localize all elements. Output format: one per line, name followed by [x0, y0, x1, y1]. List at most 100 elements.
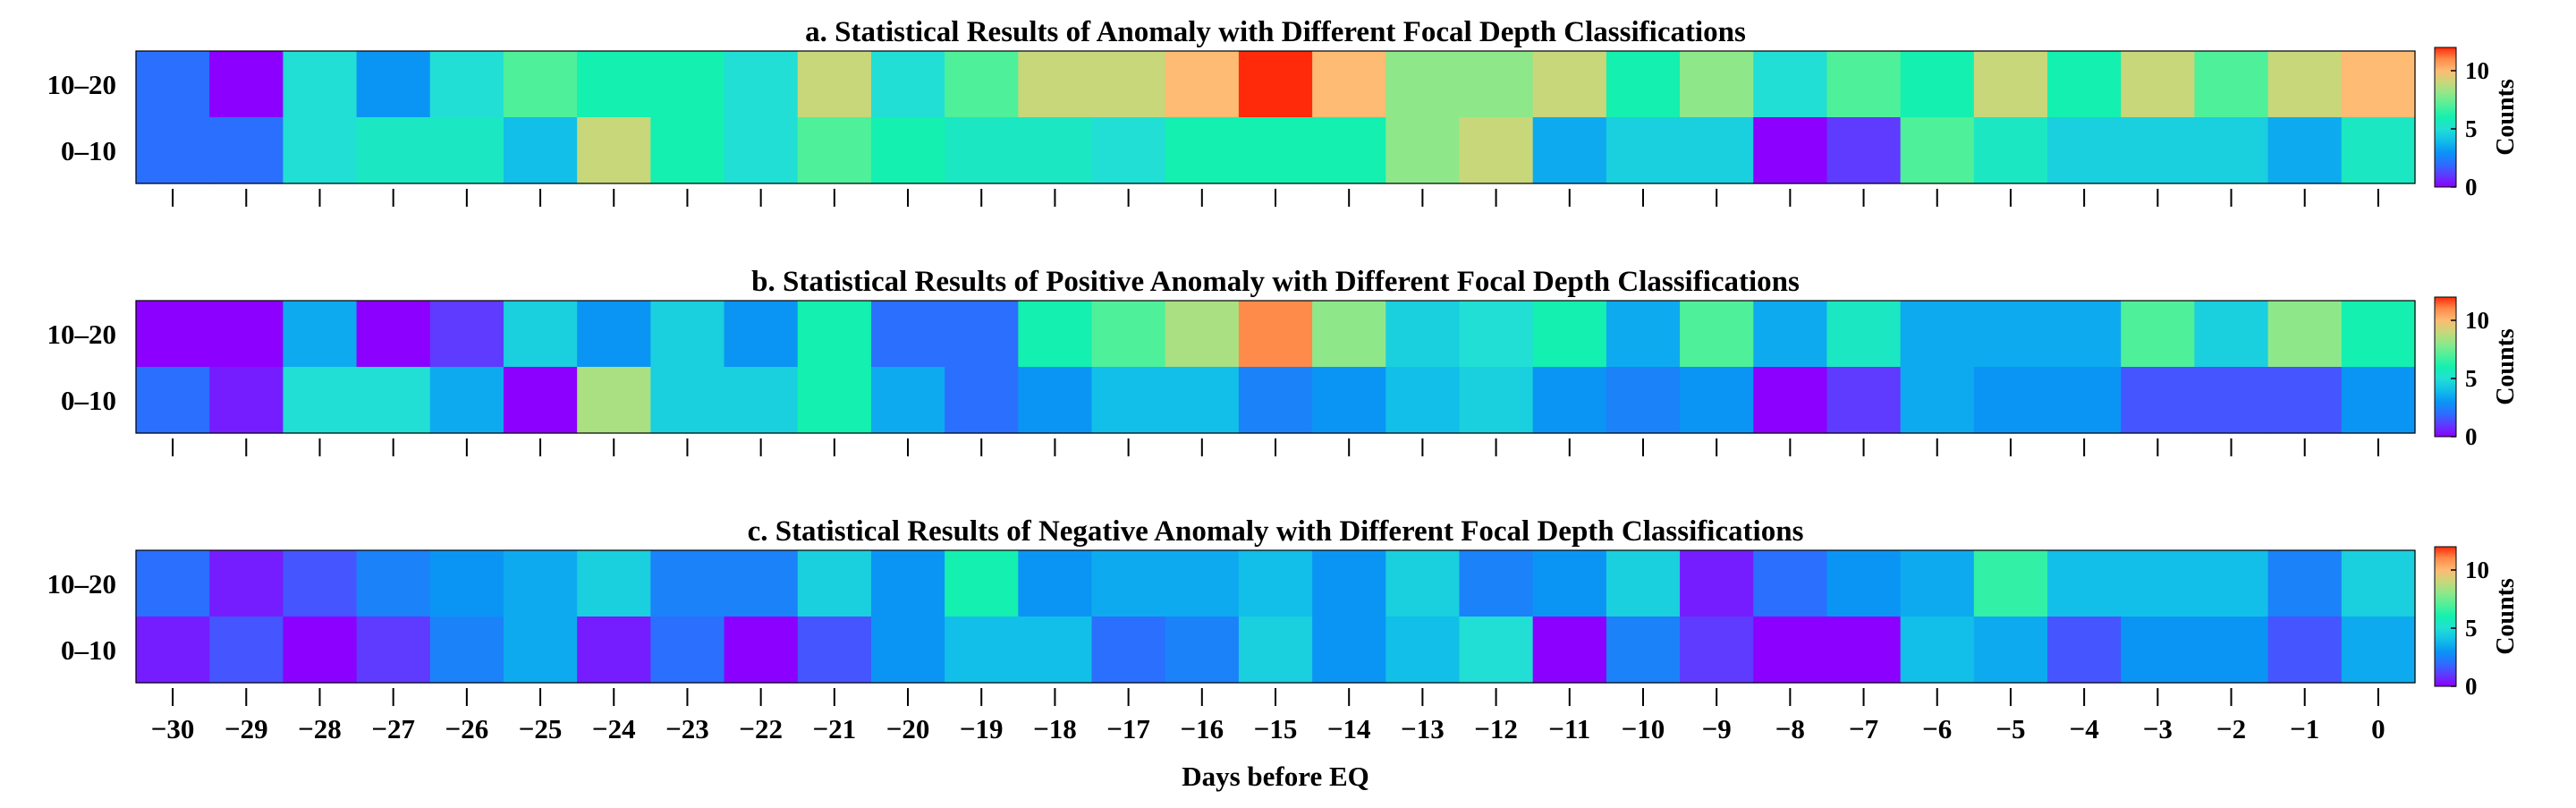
heatmap-cell [1826, 617, 1902, 684]
plot-frame [135, 549, 2416, 684]
heatmap-cell [1385, 617, 1461, 684]
colorbar-tick-label: 10 [2465, 557, 2489, 583]
x-tick-label: −16 [1180, 713, 1224, 744]
heatmap-cell [356, 117, 431, 184]
panel-title: a. Statistical Results of Anomaly with D… [805, 16, 1746, 48]
colorbar-tick-label: 5 [2465, 615, 2478, 642]
heatmap-cell [1680, 301, 1754, 368]
heatmap-cell [1973, 51, 2048, 118]
heatmap-cell [2047, 617, 2122, 684]
heatmap-cell [945, 617, 1019, 684]
heatmap-cell [945, 301, 1019, 368]
row-label: 0–10 [61, 385, 116, 416]
x-tick-label: −28 [298, 713, 342, 744]
heatmap-cell [1091, 617, 1166, 684]
colorbar-label: Counts [2492, 328, 2520, 405]
heatmap-cell [1312, 617, 1386, 684]
heatmap-cell [2267, 617, 2343, 684]
x-tick-label: −18 [1033, 713, 1077, 744]
x-tick-label: −10 [1622, 713, 1665, 744]
heatmap-cell [1532, 51, 1607, 118]
heatmap-cell [503, 301, 578, 368]
heatmap-cell [797, 367, 872, 434]
x-tick-label: −11 [1548, 713, 1590, 744]
heatmap-cell [2047, 117, 2122, 184]
x-tick-label: −30 [151, 713, 195, 744]
heatmap-cell [356, 301, 431, 368]
heatmap-cell [1973, 117, 2048, 184]
x-tick-label: −24 [592, 713, 636, 744]
heatmap-cell [577, 367, 651, 434]
heatmap-cell [429, 367, 504, 434]
heatmap-cell [136, 367, 210, 434]
colorbar-tick-label: 5 [2465, 115, 2478, 142]
heatmap-cell [1165, 367, 1240, 434]
heatmap-cell [209, 550, 284, 617]
heatmap-cell [1680, 550, 1754, 617]
heatmap-cell [1826, 117, 1902, 184]
heatmap-cell [1900, 51, 1975, 118]
heatmap-cell [1165, 51, 1240, 118]
heatmap-cell [1973, 550, 2048, 617]
heatmap-cell [2194, 617, 2269, 684]
heatmap-cell [724, 117, 799, 184]
x-tick-label: −4 [2070, 713, 2099, 744]
heatmap-cell [1165, 617, 1240, 684]
colorbar-tick-label: 10 [2465, 57, 2489, 84]
heatmap-cell [283, 550, 358, 617]
heatmap-cell [2194, 51, 2269, 118]
heatmap-cell [209, 117, 284, 184]
heatmap-cell [1532, 550, 1607, 617]
heatmap-cell [1532, 367, 1607, 434]
heatmap-cell [1385, 117, 1461, 184]
colorbar-tick-label: 0 [2465, 673, 2478, 700]
heatmap-cell [2121, 301, 2196, 368]
heatmap-cell [1385, 367, 1461, 434]
heatmap-cell [2267, 550, 2343, 617]
heatmap-cell [429, 301, 504, 368]
heatmap-cell [1091, 51, 1166, 118]
colorbar-tick-label: 0 [2465, 174, 2478, 200]
heatmap-cell [1459, 617, 1534, 684]
row-label: 10–20 [47, 69, 117, 100]
x-tick-label: −13 [1401, 713, 1445, 744]
heatmap-cell [503, 367, 578, 434]
heatmap-cell [1753, 367, 1828, 434]
x-tick-label: −3 [2143, 713, 2173, 744]
heatmap-cell [945, 550, 1019, 617]
heatmap-cell [797, 117, 872, 184]
heatmap-cell [1532, 117, 1607, 184]
heatmap-cell [2267, 367, 2343, 434]
row-label: 10–20 [47, 568, 117, 600]
heatmap-cell [1973, 617, 2048, 684]
heatmap-cell [283, 301, 358, 368]
heatmap-cell [1753, 617, 1828, 684]
colorbar-tick-label: 10 [2465, 307, 2489, 334]
panel-a: a. Statistical Results of Anomaly with D… [47, 16, 2520, 207]
colorbar-label: Counts [2492, 578, 2520, 655]
heatmap-cell [1900, 301, 1975, 368]
colorbar-label: Counts [2492, 79, 2520, 156]
x-tick-label: −7 [1849, 713, 1878, 744]
heatmap-cell [1680, 51, 1754, 118]
heatmap-cell [1826, 550, 1902, 617]
heatmap-cell [1532, 301, 1607, 368]
heatmap-cell [2341, 117, 2416, 184]
x-axis-label: Days before EQ [1182, 761, 1369, 792]
heatmap-cell [2047, 367, 2122, 434]
colorbar-tick-label: 0 [2465, 423, 2478, 450]
x-tick-label: −23 [665, 713, 709, 744]
heatmap-cell [1018, 301, 1093, 368]
heatmap-cell [136, 617, 210, 684]
heatmap-cell [724, 617, 799, 684]
heatmap-cell [136, 301, 210, 368]
heatmap-cell [797, 550, 872, 617]
heatmap-cell [503, 550, 578, 617]
heatmap-cell [1459, 550, 1534, 617]
x-tick-label: −8 [1775, 713, 1805, 744]
heatmap-cell [1091, 301, 1166, 368]
heatmap-cell [2341, 617, 2416, 684]
heatmap-cell [1018, 51, 1093, 118]
heatmap-cell [1165, 301, 1240, 368]
colorbar [2434, 47, 2457, 188]
